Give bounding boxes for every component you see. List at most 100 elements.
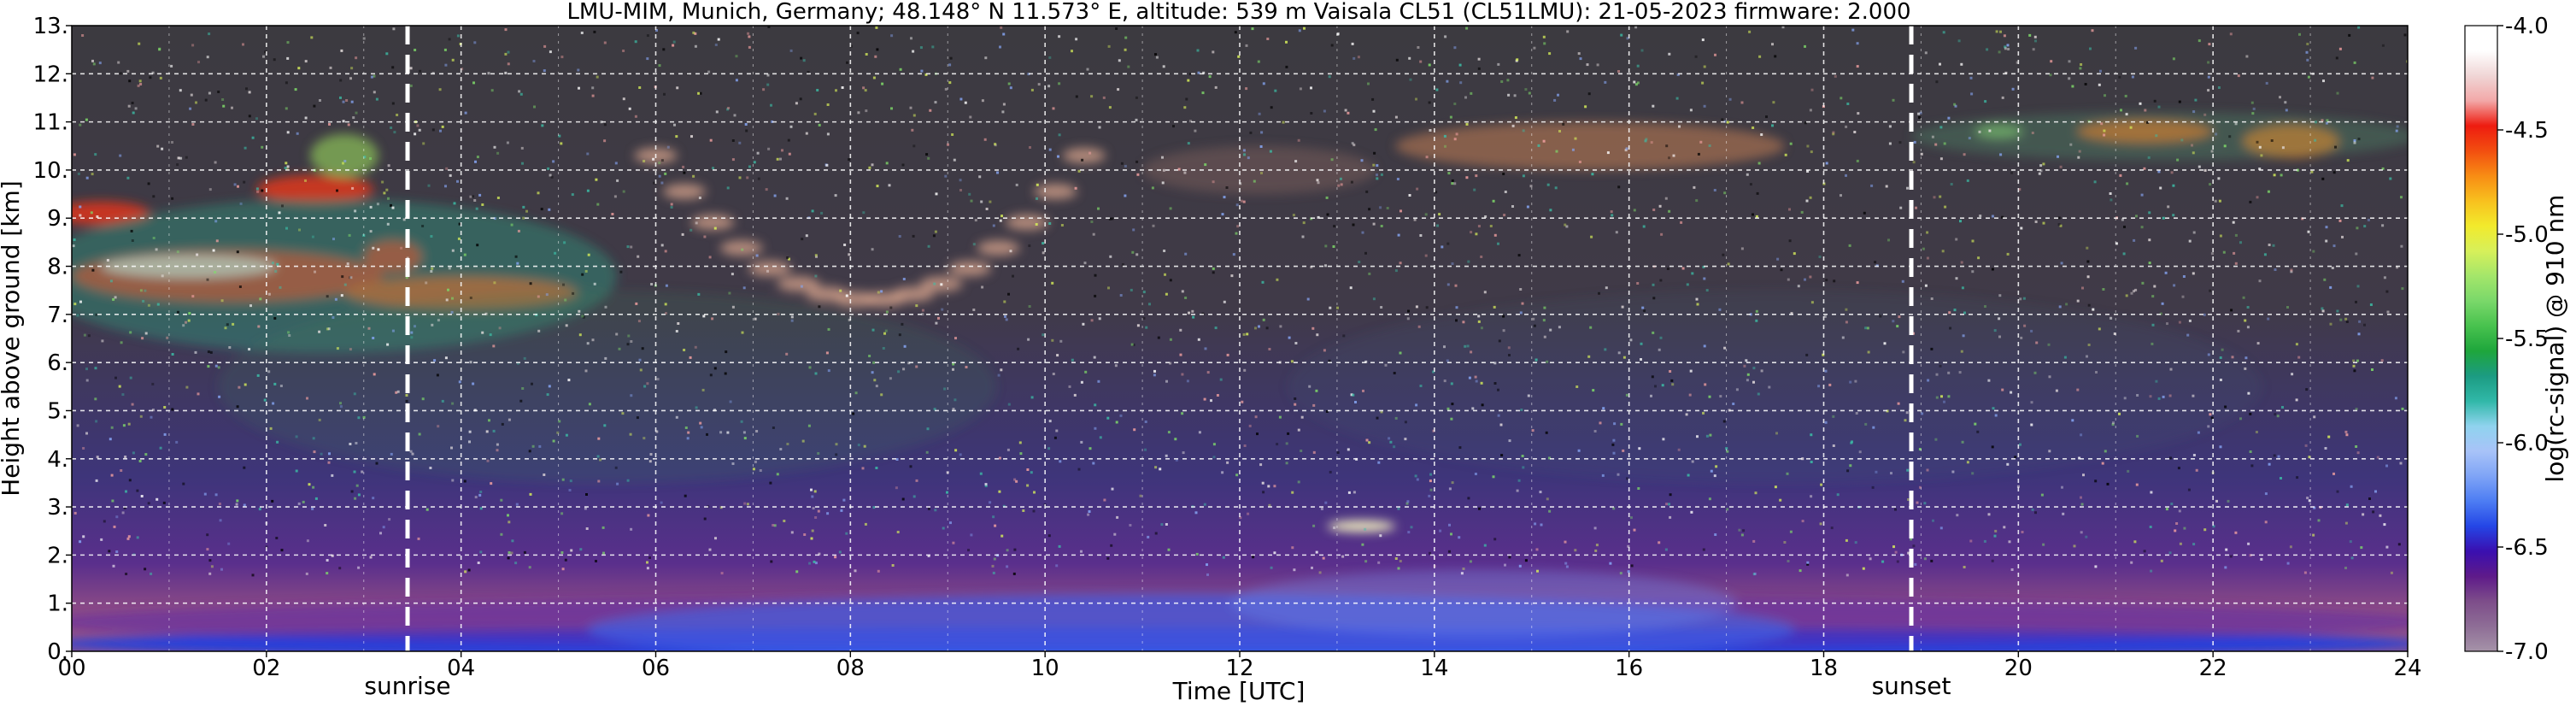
noise-speckle: [1713, 474, 1716, 478]
noise-speckle: [1243, 153, 1246, 156]
noise-speckle: [1285, 65, 1288, 68]
noise-speckle: [614, 466, 618, 469]
noise-speckle: [469, 297, 472, 299]
noise-speckle: [1449, 115, 1452, 119]
noise-speckle: [1516, 489, 1519, 492]
noise-speckle: [537, 329, 541, 332]
noise-speckle: [217, 91, 220, 93]
noise-speckle: [182, 482, 185, 485]
noise-speckle: [826, 103, 830, 106]
noise-speckle: [2102, 288, 2105, 291]
noise-speckle: [1399, 209, 1402, 213]
noise-speckle: [1612, 451, 1616, 455]
noise-speckle: [865, 53, 868, 56]
noise-speckle: [2006, 44, 2010, 47]
noise-speckle: [1998, 50, 2001, 54]
noise-speckle: [1092, 462, 1095, 465]
noise-speckle: [1009, 250, 1012, 253]
noise-speckle: [355, 442, 358, 444]
noise-speckle: [1308, 385, 1311, 388]
noise-speckle: [1254, 327, 1257, 330]
noise-speckle: [731, 139, 735, 142]
noise-speckle: [992, 515, 995, 519]
noise-speckle: [1725, 447, 1728, 450]
noise-speckle: [2121, 218, 2124, 221]
noise-speckle: [2353, 139, 2356, 142]
noise-speckle: [273, 58, 276, 62]
noise-speckle: [1462, 321, 1465, 324]
noise-speckle: [1115, 421, 1118, 424]
noise-speckle: [492, 429, 496, 432]
noise-speckle: [1599, 421, 1602, 425]
noise-speckle: [877, 291, 880, 294]
noise-speckle: [1627, 570, 1630, 574]
noise-speckle: [1845, 308, 1848, 311]
noise-speckle: [935, 321, 938, 325]
noise-speckle: [2006, 252, 2010, 256]
noise-speckle: [1543, 335, 1546, 338]
noise-speckle: [1435, 88, 1439, 91]
noise-speckle: [2305, 388, 2309, 391]
noise-speckle: [2094, 479, 2098, 483]
noise-speckle: [1047, 447, 1051, 450]
noise-speckle: [1446, 407, 1450, 410]
noise-speckle: [827, 327, 830, 331]
noise-speckle: [1995, 30, 1998, 33]
noise-speckle: [355, 56, 358, 60]
noise-speckle: [595, 178, 598, 181]
noise-speckle: [1926, 256, 1929, 260]
noise-speckle: [770, 103, 772, 107]
colorbar-tick-label: -4.5: [2505, 118, 2549, 144]
noise-speckle: [1779, 498, 1782, 502]
noise-speckle: [1373, 151, 1376, 155]
noise-speckle: [1918, 115, 1921, 119]
noise-speckle: [2140, 226, 2144, 229]
noise-speckle: [1810, 150, 1813, 154]
noise-speckle: [735, 79, 738, 82]
noise-speckle: [2242, 296, 2245, 299]
noise-speckle: [1189, 120, 1192, 123]
noise-speckle: [2144, 109, 2147, 112]
noise-speckle: [1709, 433, 1712, 437]
noise-speckle: [1804, 278, 1806, 281]
noise-speckle: [709, 374, 713, 377]
noise-speckle: [117, 61, 120, 64]
noise-speckle: [1935, 396, 1939, 399]
noise-speckle: [1235, 203, 1239, 207]
noise-speckle: [2230, 309, 2233, 312]
noise-speckle: [1111, 487, 1114, 491]
noise-speckle: [2039, 164, 2043, 168]
noise-speckle: [2195, 468, 2198, 472]
noise-speckle: [2170, 503, 2174, 505]
noise-speckle: [2135, 215, 2138, 218]
noise-speckle: [1083, 262, 1087, 265]
noise-speckle: [1389, 440, 1393, 444]
noise-speckle: [1994, 414, 1998, 417]
noise-speckle: [2325, 239, 2328, 243]
noise-speckle: [891, 564, 895, 567]
noise-speckle: [1106, 556, 1110, 560]
noise-speckle: [2356, 359, 2359, 362]
noise-speckle: [2358, 320, 2362, 323]
noise-speckle: [138, 460, 142, 462]
noise-speckle: [1443, 379, 1446, 383]
noise-speckle: [1565, 565, 1569, 568]
noise-speckle: [2068, 77, 2071, 80]
noise-speckle: [915, 365, 918, 368]
noise-speckle: [1776, 257, 1780, 261]
noise-speckle: [2110, 198, 2113, 202]
noise-speckle: [1179, 353, 1182, 356]
noise-speckle: [1668, 156, 1670, 160]
noise-speckle: [2181, 295, 2185, 298]
noise-speckle: [320, 452, 323, 456]
noise-speckle: [474, 160, 477, 163]
noise-speckle: [1539, 491, 1542, 494]
noise-speckle: [2307, 230, 2310, 233]
noise-speckle: [864, 522, 867, 526]
noise-speckle: [2234, 262, 2238, 265]
noise-speckle: [2001, 388, 2004, 391]
noise-speckle: [1396, 178, 1399, 180]
noise-speckle: [1959, 220, 1962, 223]
noise-speckle: [1446, 359, 1449, 362]
noise-speckle: [584, 269, 588, 273]
